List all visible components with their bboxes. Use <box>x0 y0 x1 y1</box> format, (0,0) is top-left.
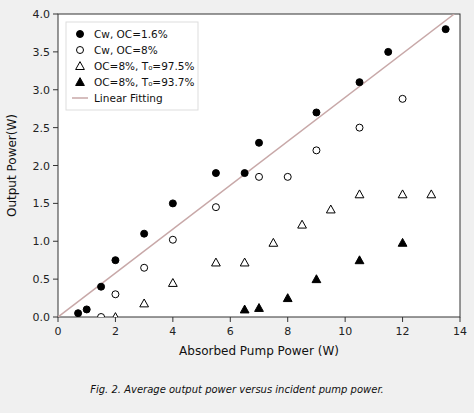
point <box>141 230 148 237</box>
y-tick <box>53 165 58 166</box>
point <box>98 314 105 318</box>
point <box>141 264 148 271</box>
point <box>83 306 90 313</box>
plot-area <box>58 14 460 317</box>
y-tick <box>53 279 58 280</box>
y-axis-label: Output Power(W) <box>5 114 19 217</box>
background <box>0 0 474 413</box>
y-tick-label: 2.0 <box>33 160 51 173</box>
y-tick <box>53 127 58 128</box>
plot-frame <box>58 14 460 317</box>
legend-label: Cw, OC=8% <box>94 44 158 56</box>
x-tick <box>58 317 59 322</box>
point <box>326 205 335 213</box>
point <box>169 236 176 243</box>
point <box>241 170 248 177</box>
legend-label: OC=8%, T₀=93.7% <box>94 76 195 88</box>
point <box>140 299 149 307</box>
point <box>398 238 407 246</box>
marks <box>58 14 454 317</box>
legend-swatch <box>76 78 85 86</box>
point <box>98 283 105 290</box>
point <box>212 204 219 211</box>
x-tick-label: 12 <box>396 325 410 338</box>
point <box>385 48 392 55</box>
point <box>240 258 249 266</box>
x-tick <box>345 317 346 322</box>
point <box>427 190 436 198</box>
y-tick <box>53 89 58 90</box>
x-tick-label: 10 <box>338 325 352 338</box>
point <box>355 190 364 198</box>
x-tick <box>287 317 288 322</box>
point <box>240 305 249 313</box>
x-tick-label: 4 <box>169 325 176 338</box>
legend-swatch <box>76 62 85 70</box>
y-tick <box>53 14 58 15</box>
point <box>169 200 176 207</box>
point <box>399 95 406 102</box>
point <box>111 313 120 317</box>
y-tick-label: 0.5 <box>33 273 51 286</box>
x-axis-label: Absorbed Pump Power (W) <box>179 344 339 358</box>
point <box>112 291 119 298</box>
point <box>283 294 292 302</box>
point <box>313 147 320 154</box>
x-tick-label: 2 <box>112 325 119 338</box>
point <box>356 79 363 86</box>
y-tick-label: 3.0 <box>33 84 51 97</box>
x-tick-label: 0 <box>55 325 62 338</box>
legend: Cw, OC=1.6% Cw, OC=8% OC=8%, T₀=97.5% OC=8%… <box>66 22 198 110</box>
x-tick <box>402 317 403 322</box>
x-tick <box>460 317 461 322</box>
y-tick-label: 1.5 <box>33 197 51 210</box>
point <box>256 173 263 180</box>
legend-box <box>66 22 198 110</box>
x-tick-label: 6 <box>227 325 234 338</box>
x-tick <box>172 317 173 322</box>
y-tick <box>53 51 58 52</box>
y-tick <box>53 241 58 242</box>
legend-swatch <box>72 97 88 99</box>
point <box>284 173 291 180</box>
point <box>442 26 449 33</box>
y-tick <box>53 203 58 204</box>
point <box>168 279 177 287</box>
fit-line <box>58 14 454 317</box>
y-tick-label: 2.5 <box>33 122 51 135</box>
point <box>298 220 307 228</box>
point <box>355 256 364 264</box>
legend-label: Linear Fitting <box>94 92 163 104</box>
x-tick-label: 8 <box>284 325 291 338</box>
point <box>212 258 221 266</box>
legend-label: OC=8%, T₀=97.5% <box>94 60 195 72</box>
point <box>255 304 264 312</box>
point <box>75 310 82 317</box>
chart: 0 2 4 6 8 10 12 14 0.0 0.5 1.0 1.5 2.0 2.5 3.0 3.5 4.0 Ab… <box>0 0 474 413</box>
point <box>269 238 278 246</box>
x-tick <box>115 317 116 322</box>
point <box>398 190 407 198</box>
y-tick-label: 4.0 <box>33 8 51 21</box>
y-tick-label: 1.0 <box>33 235 51 248</box>
point <box>212 170 219 177</box>
point <box>256 139 263 146</box>
legend-swatch <box>77 47 84 54</box>
y-tick <box>53 317 58 318</box>
y-tick-label: 3.5 <box>33 46 51 59</box>
legend-label: Cw, OC=1.6% <box>94 28 168 40</box>
point <box>312 275 321 283</box>
x-tick <box>230 317 231 322</box>
caption: Fig. 2. Average output power versus inci… <box>90 384 384 395</box>
y-tick-label: 0.0 <box>33 311 51 324</box>
x-tick-label: 14 <box>453 325 467 338</box>
point <box>356 124 363 131</box>
legend-swatch <box>77 31 84 38</box>
point <box>112 257 119 264</box>
point <box>313 109 320 116</box>
